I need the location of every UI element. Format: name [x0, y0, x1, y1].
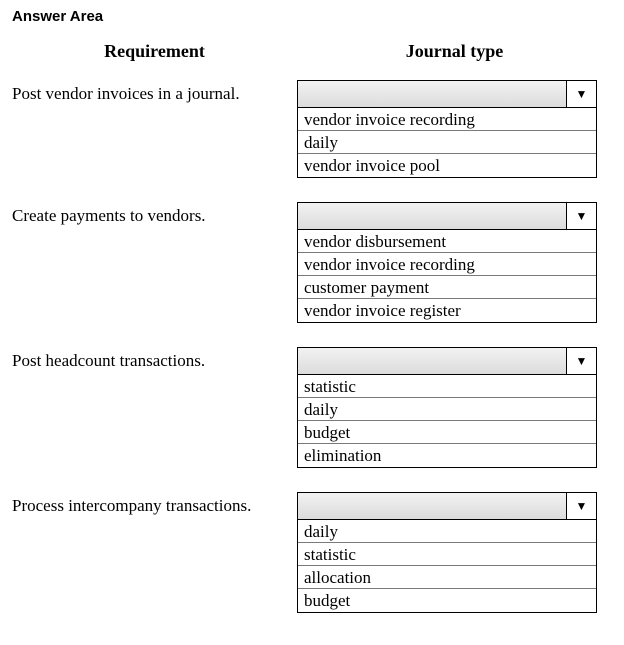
- journal-type-dropdown[interactable]: ▼: [297, 347, 597, 375]
- header-requirement: Requirement: [12, 41, 297, 62]
- dropdown-option[interactable]: vendor invoice pool: [298, 154, 596, 177]
- dropdown-option[interactable]: budget: [298, 421, 596, 444]
- dropdown-arrow-button[interactable]: ▼: [566, 81, 596, 107]
- journal-type-group: ▼ vendor invoice recording daily vendor …: [297, 80, 597, 178]
- requirement-label: Process intercompany transactions.: [12, 492, 297, 516]
- dropdown-selected-value: [298, 81, 566, 107]
- page-title: Answer Area: [12, 8, 612, 25]
- chevron-down-icon: ▼: [576, 355, 588, 367]
- chevron-down-icon: ▼: [576, 210, 588, 222]
- dropdown-option-list: daily statistic allocation budget: [297, 520, 597, 613]
- dropdown-option-list: vendor invoice recording daily vendor in…: [297, 108, 597, 178]
- journal-type-dropdown[interactable]: ▼: [297, 80, 597, 108]
- dropdown-option-list: statistic daily budget elimination: [297, 375, 597, 468]
- dropdown-arrow-button[interactable]: ▼: [566, 348, 596, 374]
- dropdown-selected-value: [298, 493, 566, 519]
- dropdown-arrow-button[interactable]: ▼: [566, 203, 596, 229]
- answer-row: Post vendor invoices in a journal. ▼ ven…: [12, 80, 612, 178]
- dropdown-option[interactable]: statistic: [298, 543, 596, 566]
- dropdown-option[interactable]: allocation: [298, 566, 596, 589]
- dropdown-selected-value: [298, 348, 566, 374]
- journal-type-group: ▼ statistic daily budget elimination: [297, 347, 597, 468]
- dropdown-option[interactable]: budget: [298, 589, 596, 612]
- column-headers: Requirement Journal type: [12, 41, 612, 62]
- journal-type-group: ▼ vendor disbursement vendor invoice rec…: [297, 202, 597, 323]
- dropdown-option[interactable]: vendor disbursement: [298, 230, 596, 253]
- requirement-label: Post headcount transactions.: [12, 347, 297, 371]
- journal-type-group: ▼ daily statistic allocation budget: [297, 492, 597, 613]
- dropdown-option[interactable]: customer payment: [298, 276, 596, 299]
- dropdown-option[interactable]: vendor invoice recording: [298, 108, 596, 131]
- dropdown-option-list: vendor disbursement vendor invoice recor…: [297, 230, 597, 323]
- dropdown-option[interactable]: statistic: [298, 375, 596, 398]
- dropdown-arrow-button[interactable]: ▼: [566, 493, 596, 519]
- dropdown-selected-value: [298, 203, 566, 229]
- dropdown-option[interactable]: daily: [298, 520, 596, 543]
- dropdown-option[interactable]: vendor invoice register: [298, 299, 596, 322]
- journal-type-dropdown[interactable]: ▼: [297, 492, 597, 520]
- dropdown-option[interactable]: daily: [298, 398, 596, 421]
- answer-row: Create payments to vendors. ▼ vendor dis…: [12, 202, 612, 323]
- requirement-label: Create payments to vendors.: [12, 202, 297, 226]
- requirement-label: Post vendor invoices in a journal.: [12, 80, 297, 104]
- chevron-down-icon: ▼: [576, 88, 588, 100]
- dropdown-option[interactable]: elimination: [298, 444, 596, 467]
- journal-type-dropdown[interactable]: ▼: [297, 202, 597, 230]
- dropdown-option[interactable]: vendor invoice recording: [298, 253, 596, 276]
- answer-row: Process intercompany transactions. ▼ dai…: [12, 492, 612, 613]
- answer-row: Post headcount transactions. ▼ statistic…: [12, 347, 612, 468]
- dropdown-option[interactable]: daily: [298, 131, 596, 154]
- chevron-down-icon: ▼: [576, 500, 588, 512]
- header-journal-type: Journal type: [297, 41, 612, 62]
